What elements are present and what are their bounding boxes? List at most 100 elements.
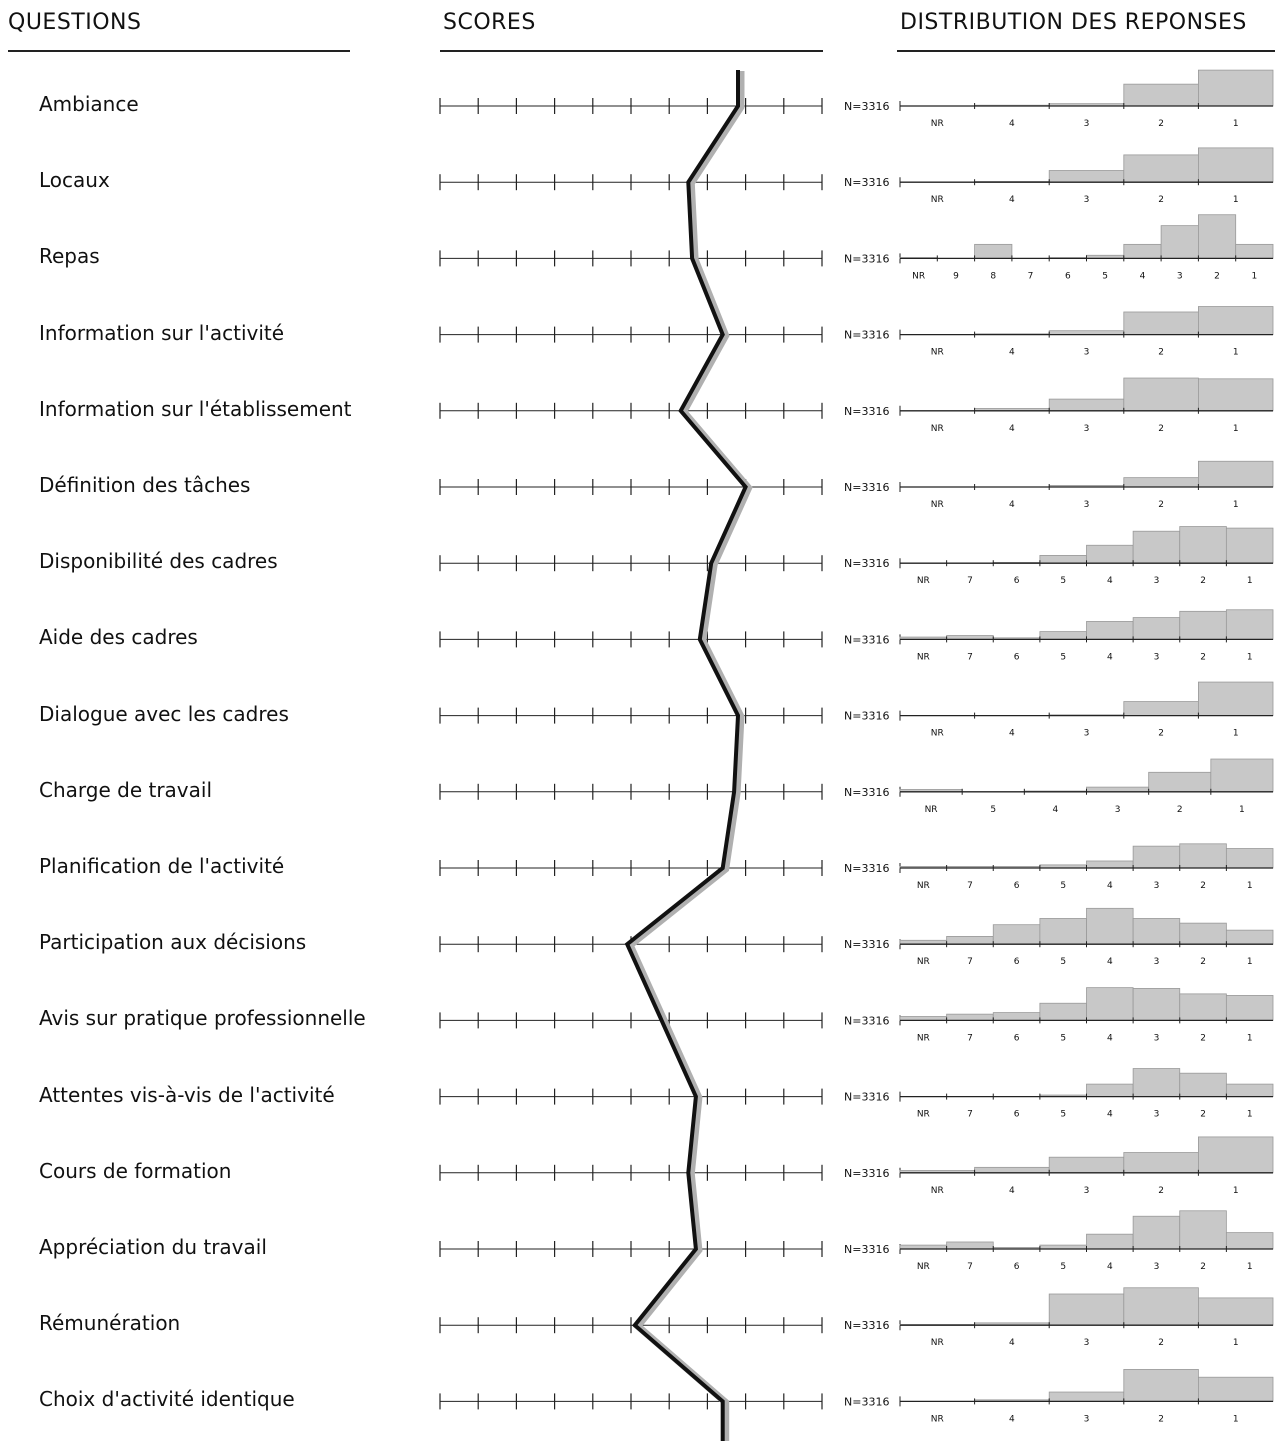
distribution-header-rule	[897, 50, 1275, 52]
distribution-category-label: 1	[1233, 1338, 1239, 1348]
distribution-bar	[1086, 786, 1150, 793]
distribution-category-label: 7	[967, 881, 973, 891]
distribution-category-label: 5	[1060, 1110, 1066, 1120]
distribution-category-label: NR	[917, 1033, 930, 1043]
distribution-category-label: 7	[967, 1033, 973, 1043]
distribution-category-label: 3	[1154, 1262, 1160, 1272]
distribution-category-label: 3	[1177, 271, 1183, 281]
distribution-category-label: 7	[967, 1262, 973, 1272]
distribution-bar	[974, 243, 1013, 259]
distribution-bar	[1086, 1083, 1134, 1097]
distribution-category-label: 2	[1214, 271, 1220, 281]
distribution-category-label: 6	[1065, 271, 1071, 281]
distribution-category-label: 6	[1014, 652, 1020, 662]
question-label: Planification de l'activité	[39, 854, 285, 878]
distribution-bar	[1123, 1152, 1199, 1174]
distribution-bar	[1086, 1233, 1134, 1250]
n-label: N=3316	[844, 1091, 889, 1104]
distribution-category-label: 4	[1009, 500, 1015, 510]
distribution-bar	[1225, 1232, 1274, 1250]
distribution-category-label: 5	[990, 805, 996, 815]
distribution-category-label: 6	[1014, 1110, 1020, 1120]
n-label: N=3316	[844, 405, 889, 418]
distribution-category-label: 4	[1009, 1186, 1015, 1196]
distribution-category-label: 7	[967, 652, 973, 662]
distribution-bar	[1086, 544, 1134, 564]
distribution-category-label: 4	[1140, 271, 1146, 281]
distribution-category-label: 1	[1233, 195, 1239, 205]
distribution-bar	[1132, 918, 1181, 945]
distribution-category-label: NR	[931, 500, 944, 510]
distribution-category-label: 3	[1084, 500, 1090, 510]
distribution-category-label: 2	[1158, 1186, 1164, 1196]
distribution-bar	[1225, 848, 1274, 869]
n-label: N=3316	[844, 1319, 889, 1332]
distribution-category-label: 3	[1154, 652, 1160, 662]
distribution-category-label: NR	[917, 1110, 930, 1120]
distribution-bar	[1123, 83, 1199, 107]
question-label: Choix d'activité identique	[39, 1387, 295, 1412]
distribution-bar	[1048, 1156, 1125, 1174]
distribution-category-label: 4	[1009, 1414, 1015, 1424]
distribution-category-label: 4	[1053, 805, 1059, 815]
distribution-category-label: 3	[1154, 1110, 1160, 1120]
distribution-bar	[1225, 929, 1274, 945]
distribution-category-label: 5	[1060, 576, 1066, 586]
distribution-category-label: NR	[925, 805, 938, 815]
distribution-category-label: 2	[1158, 195, 1164, 205]
question-label: Avis sur pratique professionnelle	[39, 1006, 366, 1031]
distribution-bar	[1235, 243, 1274, 259]
distribution-category-label: NR	[931, 424, 944, 434]
distribution-bar	[1132, 530, 1181, 564]
distribution-bar	[1148, 771, 1212, 793]
distribution-category-label: 1	[1251, 271, 1257, 281]
distribution-category-label: 4	[1107, 1262, 1113, 1272]
distribution-category-label: 1	[1247, 957, 1253, 967]
distribution-category-label: 3	[1084, 195, 1090, 205]
distribution-bar	[1210, 758, 1274, 793]
distribution-category-label: 2	[1158, 348, 1164, 358]
distribution-bar	[974, 1166, 1050, 1174]
distribution-bar	[1198, 378, 1274, 412]
distribution-category-label: 6	[1014, 576, 1020, 586]
distribution-bar	[1123, 701, 1199, 716]
distribution-category-label: 7	[1028, 271, 1034, 281]
distribution-category-label: 1	[1247, 881, 1253, 891]
distribution-category-label: 2	[1200, 1033, 1206, 1043]
distribution-category-label: 3	[1154, 1033, 1160, 1043]
question-label: Appréciation du travail	[39, 1235, 267, 1259]
distribution-category-label: NR	[931, 729, 944, 739]
question-label: Locaux	[39, 168, 110, 193]
n-label: N=3316	[844, 176, 889, 189]
distribution-category-label: 3	[1084, 1338, 1090, 1348]
distribution-category-label: 4	[1107, 957, 1113, 967]
distribution-bar	[1179, 1210, 1227, 1250]
n-label: N=3316	[844, 481, 889, 494]
distribution-category-label: 3	[1084, 348, 1090, 358]
distribution-bar	[1179, 993, 1227, 1021]
distribution-category-label: 1	[1247, 652, 1253, 662]
distribution-bar	[992, 924, 1041, 945]
distribution-category-label: 5	[1060, 652, 1066, 662]
distribution-bar	[1039, 555, 1087, 564]
distribution-category-label: NR	[931, 348, 944, 358]
distribution-category-label: 6	[1014, 1262, 1020, 1272]
n-label: N=3316	[844, 862, 889, 875]
distribution-bar	[992, 1012, 1041, 1021]
distribution-category-label: NR	[917, 1262, 930, 1272]
distribution-bar	[1039, 918, 1087, 945]
question-label: Information sur l'établissement	[39, 396, 352, 421]
scores-header: SCORES	[443, 10, 536, 35]
distribution-category-label: 4	[1107, 576, 1113, 586]
distribution-bar	[1198, 1297, 1274, 1326]
distribution-bar	[1123, 1369, 1199, 1402]
question-label: Disponibilité des cadres	[39, 549, 278, 574]
distribution-bar	[1132, 1068, 1181, 1098]
distribution-bar	[1179, 922, 1227, 945]
distribution-category-label: 2	[1200, 652, 1206, 662]
distribution-category-label: 2	[1158, 119, 1164, 129]
distribution-bar	[1198, 69, 1274, 107]
distribution-bar	[1123, 477, 1199, 488]
distribution-category-label: NR	[931, 1338, 944, 1348]
distribution-category-label: 1	[1233, 500, 1239, 510]
